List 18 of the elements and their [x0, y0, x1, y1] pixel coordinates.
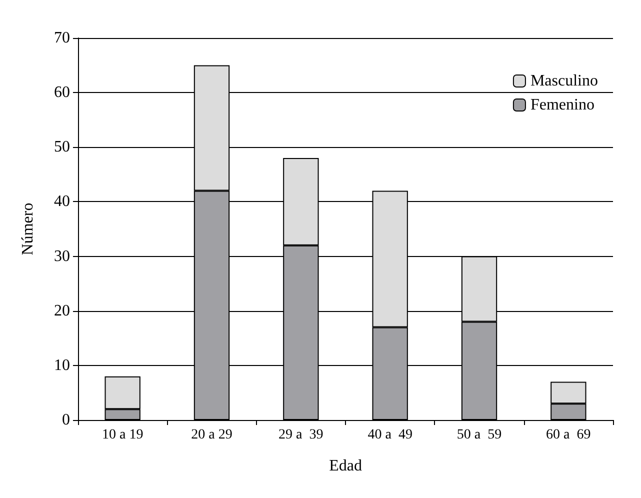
- legend-label: Femenino: [530, 96, 594, 114]
- x-tick-label: 29 a 39: [278, 428, 324, 442]
- x-tick-label: 10 a 19: [102, 428, 144, 442]
- y-tick-label: 0: [62, 412, 70, 428]
- y-tick-label: 30: [54, 248, 70, 265]
- x-axis-title: Edad: [329, 458, 362, 474]
- legend-label: Masculino: [530, 72, 598, 90]
- y-tick-label: 50: [54, 138, 70, 156]
- y-tick-label: 70: [54, 30, 70, 46]
- y-tick-label: 10: [54, 356, 70, 374]
- y-axis-title: Número: [20, 202, 36, 256]
- x-tick-label: 40 a 49: [368, 428, 412, 442]
- y-tick-label: 40: [54, 193, 70, 210]
- x-tick-label: 20 a 29: [191, 428, 232, 442]
- y-tick-label: 60: [54, 84, 70, 102]
- x-tick-label: 60 a 69: [546, 428, 591, 442]
- y-tick-label: 20: [54, 302, 70, 320]
- x-tick-label: 50 a 59: [456, 428, 502, 442]
